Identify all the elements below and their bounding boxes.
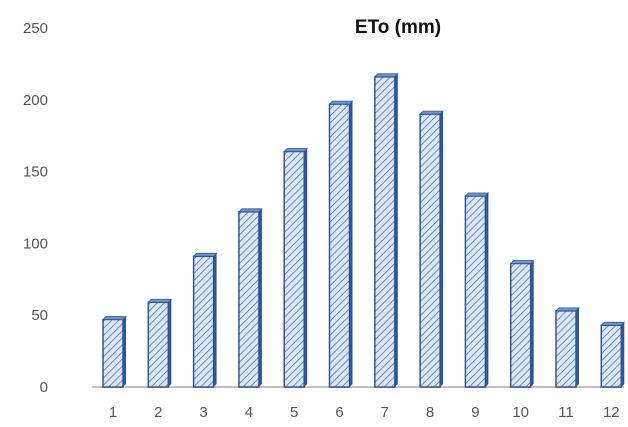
- bar-side-face: [123, 316, 126, 387]
- bar-top-face: [373, 73, 399, 78]
- bar-side-face: [213, 253, 217, 387]
- x-tick-label: 9: [471, 404, 479, 421]
- bar: [464, 195, 487, 388]
- bar-top-face: [555, 307, 580, 312]
- x-tick-label: 2: [154, 404, 162, 421]
- bar-top-face: [283, 148, 309, 152]
- x-axis-tick-labels: 1 2 3 4 5 6 7 8 9 10 11 12: [109, 404, 620, 421]
- bar-top-face: [192, 252, 218, 257]
- y-tick-label: 100: [23, 235, 48, 252]
- bar: [238, 211, 260, 388]
- bar-side-face: [394, 73, 398, 387]
- bar-top-face: [328, 100, 354, 105]
- bar: [102, 318, 124, 388]
- bar: [419, 113, 441, 388]
- bar-side-face: [258, 208, 262, 387]
- bar-side-face: [530, 260, 534, 387]
- y-axis-tick-labels: 0 50 100 150 200 250: [23, 20, 48, 396]
- bar: [600, 324, 623, 388]
- chart-title: ETo (mm): [355, 17, 441, 38]
- x-tick-label: 3: [199, 404, 207, 421]
- bar: [283, 150, 305, 388]
- bar-side-face: [440, 111, 444, 387]
- x-tick-label: 6: [335, 404, 343, 421]
- y-tick-label: 50: [31, 307, 48, 324]
- bar-top-face: [464, 192, 490, 197]
- bar-top-face: [509, 260, 535, 264]
- bar-side-face: [485, 193, 489, 387]
- bar-side-face: [621, 322, 625, 387]
- y-tick-label: 250: [23, 20, 48, 37]
- y-tick-label: 0: [40, 379, 48, 396]
- bar: [555, 310, 577, 388]
- bars-group: [102, 73, 626, 388]
- x-tick-label: 8: [426, 404, 434, 421]
- x-tick-label: 4: [245, 404, 253, 421]
- bar: [374, 76, 396, 388]
- bar-top-face: [147, 298, 173, 303]
- bar-side-face: [349, 101, 353, 387]
- x-tick-label: 1: [109, 404, 117, 421]
- x-tick-label: 12: [603, 404, 620, 421]
- y-tick-label: 200: [23, 92, 48, 109]
- y-tick-label: 150: [23, 164, 48, 181]
- bar-top-face: [419, 110, 445, 115]
- bar: [509, 262, 532, 388]
- bar-side-face: [576, 307, 579, 387]
- x-tick-label: 10: [512, 404, 529, 421]
- bar: [147, 301, 170, 388]
- bar: [192, 255, 215, 388]
- bar-side-face: [168, 299, 172, 387]
- bar: [328, 103, 351, 388]
- bar-top-face: [600, 321, 626, 326]
- bar-side-face: [304, 148, 308, 387]
- x-tick-label: 7: [381, 404, 389, 421]
- bar-top-face: [237, 208, 263, 213]
- x-tick-label: 5: [290, 404, 298, 421]
- bar-top-face: [102, 316, 127, 320]
- x-tick-label: 11: [558, 404, 574, 421]
